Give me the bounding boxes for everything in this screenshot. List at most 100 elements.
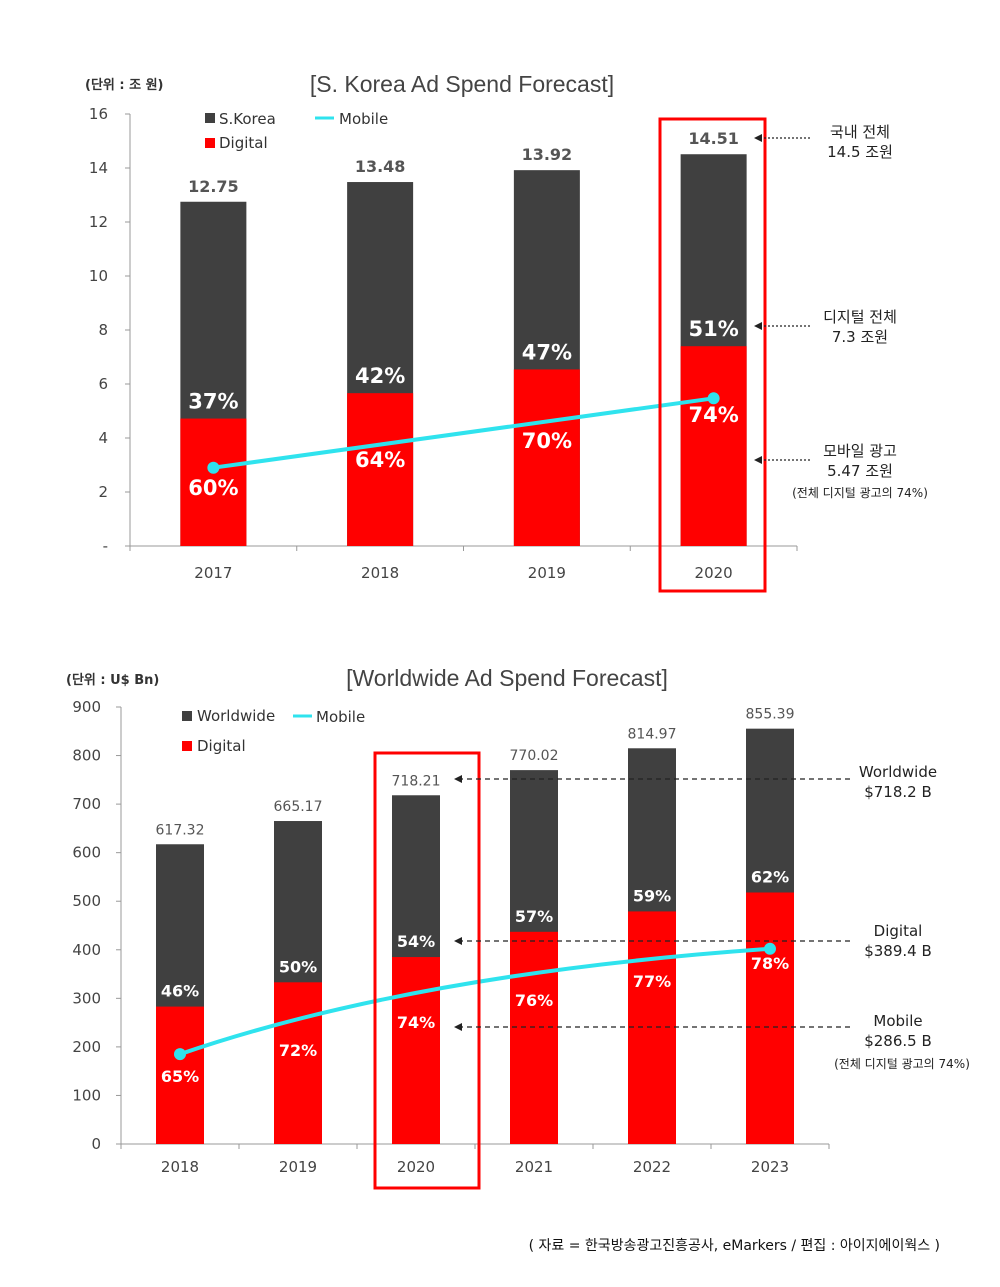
legend-swatch-worldwide: [182, 711, 192, 721]
worldwide-mobile-share-label: 65%: [161, 1067, 199, 1086]
korea-digital-bar: [180, 418, 247, 546]
legend-swatch-digital: [205, 138, 215, 148]
korea-total-label: 13.92: [522, 145, 573, 164]
worldwide-digital-bar: [156, 1006, 204, 1144]
korea-x-tick-label: 2017: [194, 564, 232, 582]
worldwide-highlight-2020: [373, 751, 481, 1190]
worldwide-digital-share-label: 59%: [633, 886, 671, 905]
worldwide-total-label: 770.02: [510, 748, 559, 764]
legend-label-mobile-2: Mobile: [316, 708, 365, 726]
korea-chart: [S. Korea Ad Spend Forecast] (단위 : 조 원) …: [85, 71, 928, 593]
worldwide-digital-share-label: 50%: [279, 957, 317, 976]
worldwide-data-labels: 617.32 46% 65% 665.17 50% 72% 718.21 54% 74% 770.…: [156, 707, 795, 1086]
korea-digital-bar: [513, 369, 580, 546]
korea-digital-share-label: 37%: [188, 390, 238, 414]
korea-y-tick-label: 4: [98, 429, 108, 447]
legend-label-digital-2: Digital: [197, 737, 246, 755]
korea-annotation-total-1: 국내 전체: [830, 123, 890, 141]
worldwide-digital-bar: [274, 982, 322, 1144]
korea-axes: - 2 4 6 8 10 12 14 16 2017 2018 2019 2020: [89, 105, 798, 582]
worldwide-digital-share-label: 62%: [751, 867, 789, 886]
worldwide-y-tick-label: 100: [72, 1086, 101, 1104]
korea-digital-share-label: 47%: [522, 340, 572, 364]
korea-mobile-point: [707, 392, 720, 405]
legend-swatch-digital-2: [182, 741, 192, 751]
korea-total-label: 14.51: [688, 129, 739, 148]
worldwide-digital-bar: [746, 892, 794, 1144]
worldwide-digital-share-label: 46%: [161, 982, 199, 1001]
korea-y-tick-label: 16: [89, 105, 108, 123]
worldwide-y-tick-label: 400: [72, 941, 101, 959]
korea-y-tick-label: 8: [98, 321, 108, 339]
korea-mobile-share-label: 64%: [355, 448, 405, 472]
korea-y-tick-label: 12: [89, 213, 108, 231]
korea-y-tick-label: 2: [98, 483, 108, 501]
worldwide-bars: [156, 728, 794, 1144]
korea-annotation-mobile-2: 5.47 조원: [827, 462, 893, 480]
legend-label-worldwide: Worldwide: [197, 707, 275, 725]
worldwide-annotation-total-1: Worldwide: [859, 763, 937, 781]
worldwide-x-tick-label: 2020: [397, 1158, 435, 1176]
worldwide-total-label: 617.32: [156, 822, 205, 838]
korea-total-label: 12.75: [188, 177, 239, 196]
worldwide-x-tick-label: 2023: [751, 1158, 789, 1176]
korea-mobile-share-label: 60%: [188, 476, 238, 500]
korea-digital-share-label: 42%: [355, 364, 405, 388]
worldwide-mobile-point: [174, 1048, 186, 1061]
worldwide-mobile-point: [764, 942, 776, 955]
worldwide-total-label: 855.39: [746, 707, 795, 723]
korea-unit-label: (단위 : 조 원): [85, 77, 164, 93]
worldwide-annotation-mobile-3: (전체 디지털 광고의 74%): [834, 1057, 970, 1071]
worldwide-y-tick-label: 500: [72, 892, 101, 910]
worldwide-digital-share-label: 54%: [397, 932, 435, 951]
korea-annotation-digital-2: 7.3 조원: [832, 328, 888, 346]
korea-chart-title: [S. Korea Ad Spend Forecast]: [310, 71, 614, 97]
worldwide-total-label: 665.17: [274, 799, 323, 815]
worldwide-y-tick-label: 200: [72, 1038, 101, 1056]
worldwide-axes: 0 100 200 300 400 500 600 700 800 900 2018 2019 2020…: [72, 698, 830, 1176]
worldwide-y-tick-label: 300: [72, 989, 101, 1007]
korea-digital-bar: [680, 346, 747, 546]
korea-bars: [180, 154, 747, 547]
worldwide-x-tick-label: 2018: [161, 1158, 199, 1176]
korea-mobile-trend-line: [213, 396, 714, 470]
worldwide-digital-bar: [628, 911, 676, 1144]
worldwide-y-tick-label: 900: [72, 698, 101, 716]
legend-label-mobile: Mobile: [339, 110, 388, 128]
korea-y-tick-label: 14: [89, 159, 108, 177]
worldwide-total-label: 718.21: [392, 773, 441, 789]
legend-label-skorea: S.Korea: [219, 110, 276, 128]
worldwide-x-tick-label: 2022: [633, 1158, 671, 1176]
korea-digital-share-label: 51%: [688, 317, 738, 341]
legend-label-digital: Digital: [219, 134, 268, 152]
worldwide-annotations: Worldwide $718.2 B Digital $389.4 B Mobi…: [454, 763, 970, 1071]
worldwide-mobile-share-label: 74%: [397, 1013, 435, 1032]
worldwide-mobile-share-label: 78%: [751, 954, 789, 973]
worldwide-digital-bar: [510, 931, 558, 1144]
worldwide-y-tick-label: 600: [72, 844, 101, 862]
worldwide-y-tick-label: 800: [72, 747, 101, 765]
korea-annotation-mobile-3: (전체 디지털 광고의 74%): [792, 486, 928, 500]
legend-swatch-skorea: [205, 113, 215, 123]
worldwide-annotation-mobile-2: $286.5 B: [864, 1032, 932, 1050]
worldwide-legend: Worldwide Mobile Digital: [182, 707, 365, 755]
worldwide-y-tick-label: 700: [72, 795, 101, 813]
korea-x-tick-label: 2018: [361, 564, 399, 582]
korea-data-labels: 12.75 37% 60% 13.48 42% 64% 13.92 47% 70% 14.51 51…: [188, 129, 739, 500]
worldwide-mobile-trend-line: [179, 946, 771, 1057]
source-note: ( 자료 = 한국방송광고진흥공사, eMarkers / 편집 : 아이지에이…: [529, 1238, 940, 1254]
korea-annotation-digital-1: 디지털 전체: [823, 308, 897, 326]
korea-digital-bar: [347, 393, 414, 546]
worldwide-y-tick-label: 0: [91, 1135, 101, 1153]
korea-x-tick-label: 2020: [695, 564, 733, 582]
worldwide-x-tick-label: 2019: [279, 1158, 317, 1176]
worldwide-annotation-total-2: $718.2 B: [864, 783, 932, 801]
worldwide-unit-label: (단위 : U$ Bn): [66, 672, 159, 688]
korea-annotations: 국내 전체 14.5 조원 디지털 전체 7.3 조원 모바일 광고 5.47 …: [754, 123, 928, 500]
korea-legend: S.Korea Mobile Digital: [205, 110, 388, 152]
korea-y-tick-label: 6: [98, 375, 108, 393]
worldwide-digital-bar: [392, 957, 440, 1144]
korea-highlight-2020: [658, 117, 767, 593]
korea-mobile-share-label: 70%: [522, 429, 572, 453]
